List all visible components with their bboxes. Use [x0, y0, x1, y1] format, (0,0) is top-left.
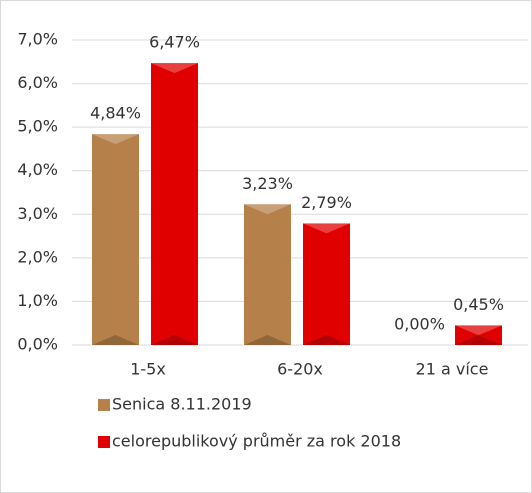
bar-bevel	[151, 63, 198, 74]
bar	[92, 134, 139, 345]
legend-swatch	[98, 399, 110, 411]
bar-bevel	[92, 335, 139, 345]
y-tick-label: 1,0%	[17, 291, 58, 310]
y-tick-label: 3,0%	[17, 204, 58, 223]
bar-bevel	[244, 204, 291, 215]
y-tick-label: 4,0%	[17, 160, 58, 179]
legend-swatch	[98, 436, 110, 448]
bar-bevel	[151, 335, 198, 345]
bar-bevel	[455, 335, 502, 345]
bar	[151, 63, 198, 345]
y-tick-label: 6,0%	[17, 73, 58, 92]
x-tick-label: 6-20x	[277, 360, 323, 379]
value-label: 2,79%	[301, 193, 352, 212]
legend-label: celorepublikový průměr za rok 2018	[112, 432, 401, 451]
y-tick-label: 0,0%	[17, 335, 58, 354]
bar	[244, 204, 291, 345]
bar	[455, 325, 502, 345]
bar-bevel	[455, 325, 502, 336]
bar-bevel	[244, 335, 291, 345]
value-label: 3,23%	[242, 174, 293, 193]
y-tick-label: 2,0%	[17, 247, 58, 266]
value-label: 6,47%	[149, 33, 200, 52]
x-tick-label: 21 a více	[416, 360, 489, 379]
bar-bevel	[92, 134, 139, 145]
bar	[303, 223, 350, 345]
legend-label: Senica 8.11.2019	[112, 395, 252, 414]
value-label: 0,00%	[394, 315, 445, 334]
bar-bevel	[303, 223, 350, 234]
y-tick-label: 5,0%	[17, 117, 58, 136]
y-tick-label: 7,0%	[17, 30, 58, 49]
x-tick-label: 1-5x	[130, 360, 166, 379]
bar-bevel	[303, 335, 350, 345]
value-label: 0,45%	[453, 295, 504, 314]
value-label: 4,84%	[90, 104, 141, 123]
